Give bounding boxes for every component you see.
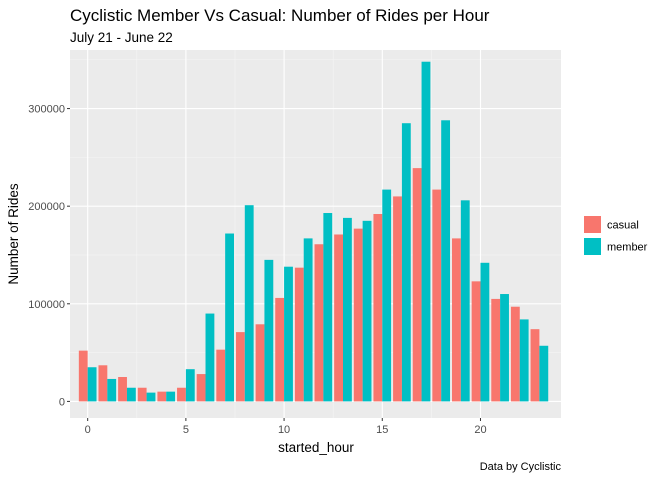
bar-member xyxy=(401,123,411,402)
legend-label-member: member xyxy=(607,242,648,254)
bar-casual xyxy=(216,349,226,402)
chart-title: Cyclistic Member Vs Casual: Number of Ri… xyxy=(70,6,490,25)
y-axis-ticks: 0 100000 200000 300000 xyxy=(28,104,70,408)
bar-casual xyxy=(491,298,501,402)
bar-casual xyxy=(196,374,206,402)
bar-member xyxy=(303,238,313,402)
bar-member xyxy=(421,61,431,402)
bar-member xyxy=(225,233,234,402)
x-tick-label: 20 xyxy=(474,424,486,436)
bar-member xyxy=(87,367,97,402)
y-tick-label: 100000 xyxy=(28,299,65,311)
bar-member xyxy=(166,391,176,402)
bar-casual xyxy=(137,387,147,402)
bars xyxy=(78,61,549,402)
bar-member xyxy=(539,345,549,402)
bar-member xyxy=(126,387,136,402)
chart-caption: Data by Cyclistic xyxy=(480,461,562,473)
legend-key-casual xyxy=(584,216,601,233)
bar-member xyxy=(362,220,372,402)
bar-casual xyxy=(510,306,520,402)
bar-member xyxy=(185,369,195,402)
bar-member xyxy=(519,319,529,402)
y-axis-title: Number of Rides xyxy=(6,183,21,285)
bar-member xyxy=(244,205,254,402)
bar-member xyxy=(146,392,156,402)
x-tick-label: 10 xyxy=(278,424,290,436)
bar-casual xyxy=(471,281,481,402)
chart-subtitle: July 21 - June 22 xyxy=(70,30,173,45)
bar-casual xyxy=(432,189,442,402)
x-tick-label: 0 xyxy=(85,424,91,436)
x-tick-label: 15 xyxy=(376,424,388,436)
x-axis-title: started_hour xyxy=(278,440,354,455)
y-tick-label: 200000 xyxy=(28,201,65,213)
legend-key-member xyxy=(584,238,601,255)
bar-casual xyxy=(334,234,343,402)
legend: casual member xyxy=(584,216,648,255)
bar-member xyxy=(441,120,451,402)
bar-casual xyxy=(157,391,167,402)
y-tick-label: 300000 xyxy=(28,104,65,116)
legend-label-casual: casual xyxy=(607,220,639,232)
bar-member xyxy=(205,313,215,402)
bar-casual xyxy=(78,350,88,402)
bar-casual xyxy=(118,377,127,402)
bar-casual xyxy=(412,168,422,402)
bar-casual xyxy=(98,365,108,402)
bar-casual xyxy=(314,244,324,402)
x-axis-ticks: 0 5 10 15 20 xyxy=(85,418,487,436)
bar-member xyxy=(382,189,392,402)
bar-member xyxy=(323,213,333,402)
bar-casual xyxy=(451,238,461,402)
x-tick-label: 5 xyxy=(183,424,189,436)
bar-member xyxy=(107,378,117,402)
bar-casual xyxy=(275,297,285,402)
y-tick-label: 0 xyxy=(59,396,65,408)
bar-casual xyxy=(393,196,402,402)
bar-casual xyxy=(177,387,186,402)
bar-casual xyxy=(353,228,363,402)
bar-casual xyxy=(530,329,540,402)
bar-casual xyxy=(373,213,383,402)
bar-casual xyxy=(235,332,245,402)
bar-member xyxy=(460,200,470,402)
bar-member xyxy=(284,266,293,402)
bar-casual xyxy=(255,324,265,402)
bar-member xyxy=(500,294,509,402)
bar-member xyxy=(264,259,274,402)
bar-casual xyxy=(294,267,304,402)
bar-member xyxy=(480,262,490,402)
bar-member xyxy=(342,217,352,402)
